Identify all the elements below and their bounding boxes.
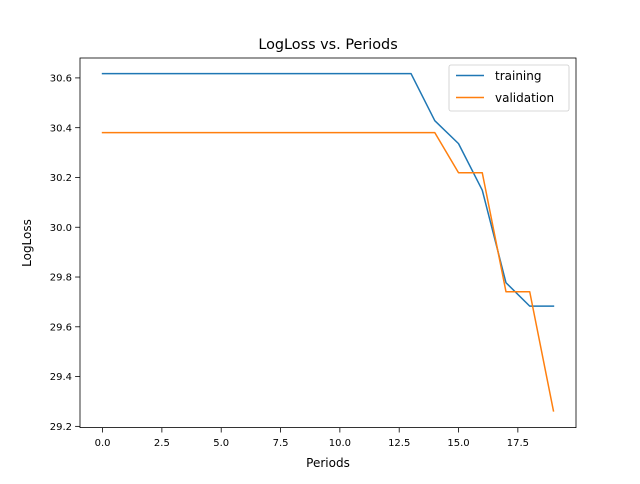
x-tick-label: 0.0 bbox=[95, 438, 111, 449]
legend: training validation bbox=[448, 64, 570, 112]
legend-label-training: training bbox=[495, 69, 542, 83]
y-axis-label: LogLoss bbox=[20, 219, 34, 267]
y-tick-label: 30.6 bbox=[50, 74, 72, 85]
y-tick-label: 30.2 bbox=[50, 173, 72, 184]
y-tick-label: 30.4 bbox=[50, 123, 72, 134]
legend-label-validation: validation bbox=[495, 91, 554, 105]
y-tick-label: 29.2 bbox=[50, 422, 72, 433]
legend-box bbox=[448, 64, 570, 112]
x-tick-label: 7.5 bbox=[273, 438, 289, 449]
y-tick-label: 29.8 bbox=[50, 273, 72, 284]
chart-title: LogLoss vs. Periods bbox=[258, 37, 397, 53]
x-axis-ticks: 0.0 2.5 5.0 7.5 10.0 12.5 15.0 17.5 bbox=[95, 427, 529, 449]
x-tick-label: 10.0 bbox=[329, 438, 351, 449]
y-tick-label: 30.0 bbox=[50, 223, 72, 234]
x-tick-label: 17.5 bbox=[507, 438, 529, 449]
plot-area-frame bbox=[79, 57, 577, 429]
x-axis-label: Periods bbox=[306, 456, 350, 470]
x-tick-label: 15.0 bbox=[447, 438, 469, 449]
y-tick-label: 29.6 bbox=[50, 322, 72, 333]
plot-lines bbox=[101, 72, 555, 412]
x-tick-label: 5.0 bbox=[213, 438, 229, 449]
x-tick-label: 12.5 bbox=[388, 438, 410, 449]
series-line-training bbox=[101, 72, 555, 307]
series-line-validation bbox=[101, 131, 555, 412]
y-tick-label: 29.4 bbox=[50, 372, 72, 383]
x-tick-label: 2.5 bbox=[154, 438, 170, 449]
y-axis-ticks: 29.2 29.4 29.6 29.8 30.0 30.2 30.4 30.6 bbox=[50, 74, 80, 433]
